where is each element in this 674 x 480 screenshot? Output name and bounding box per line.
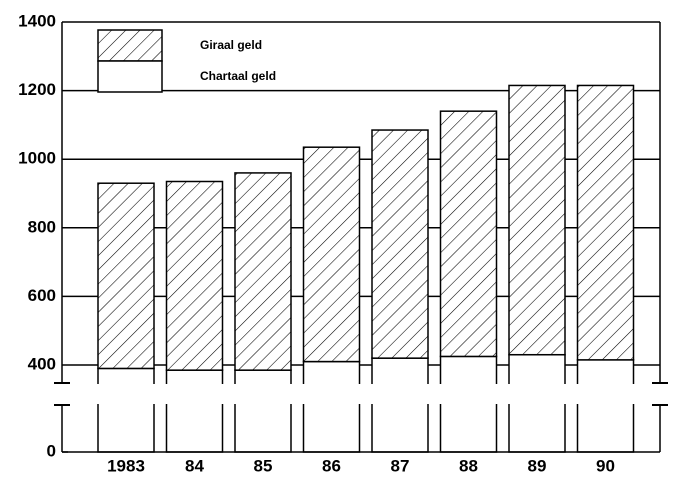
bar-segment (371, 357, 429, 453)
bar-segment (165, 369, 224, 453)
x-tick-label: 89 (528, 456, 547, 475)
bar-segment (97, 367, 155, 453)
bar-segment (371, 129, 429, 359)
axis-break-gap (233, 384, 293, 404)
bar-segment (302, 146, 361, 363)
y-tick-label: 400 (28, 354, 56, 373)
bar-segment (439, 110, 498, 358)
axes: 0 400 600 800 1000 1200 1400 1983 84 85 86 87 88 89 90… (18, 11, 668, 475)
bar-segment (234, 369, 292, 453)
x-tick-label: 84 (185, 456, 204, 475)
x-tick-label: 85 (254, 456, 273, 475)
legend-swatch (97, 29, 163, 62)
y-tick-label: 1400 (18, 11, 56, 30)
x-tick-label: 1983 (107, 456, 145, 475)
axis-break-gap (301, 384, 362, 404)
y-tick-label: 0 (47, 441, 56, 460)
bars (96, 84, 636, 453)
y-tick-label: 1000 (18, 149, 56, 168)
x-tick-label: 88 (459, 456, 478, 475)
bar-segment (439, 355, 498, 453)
bar-segment (576, 359, 635, 453)
x-tick-label: 87 (391, 456, 410, 475)
bar-segment (97, 182, 155, 370)
legend-label: Chartaal geld (200, 69, 276, 83)
bar-segment (302, 360, 361, 453)
axis-break-gap (96, 384, 156, 404)
legend-swatch (97, 60, 163, 93)
bar-segment (234, 172, 292, 371)
axis-break-gap (370, 384, 430, 404)
axis-break-gap (507, 384, 567, 404)
axis-break-gap (438, 384, 499, 404)
bar-segment (165, 180, 224, 371)
legend-label: Giraal geld (200, 38, 262, 52)
x-tick-label: 86 (322, 456, 341, 475)
y-tick-label: 800 (28, 217, 56, 236)
y-tick-label: 600 (28, 286, 56, 305)
y-tick-label: 1200 (18, 80, 56, 99)
bar-segment (508, 84, 566, 356)
axis-break-gap (164, 384, 225, 404)
axis-break-gap (575, 384, 636, 404)
x-tick-label: 90 (596, 456, 615, 475)
bar-segment (576, 84, 635, 361)
